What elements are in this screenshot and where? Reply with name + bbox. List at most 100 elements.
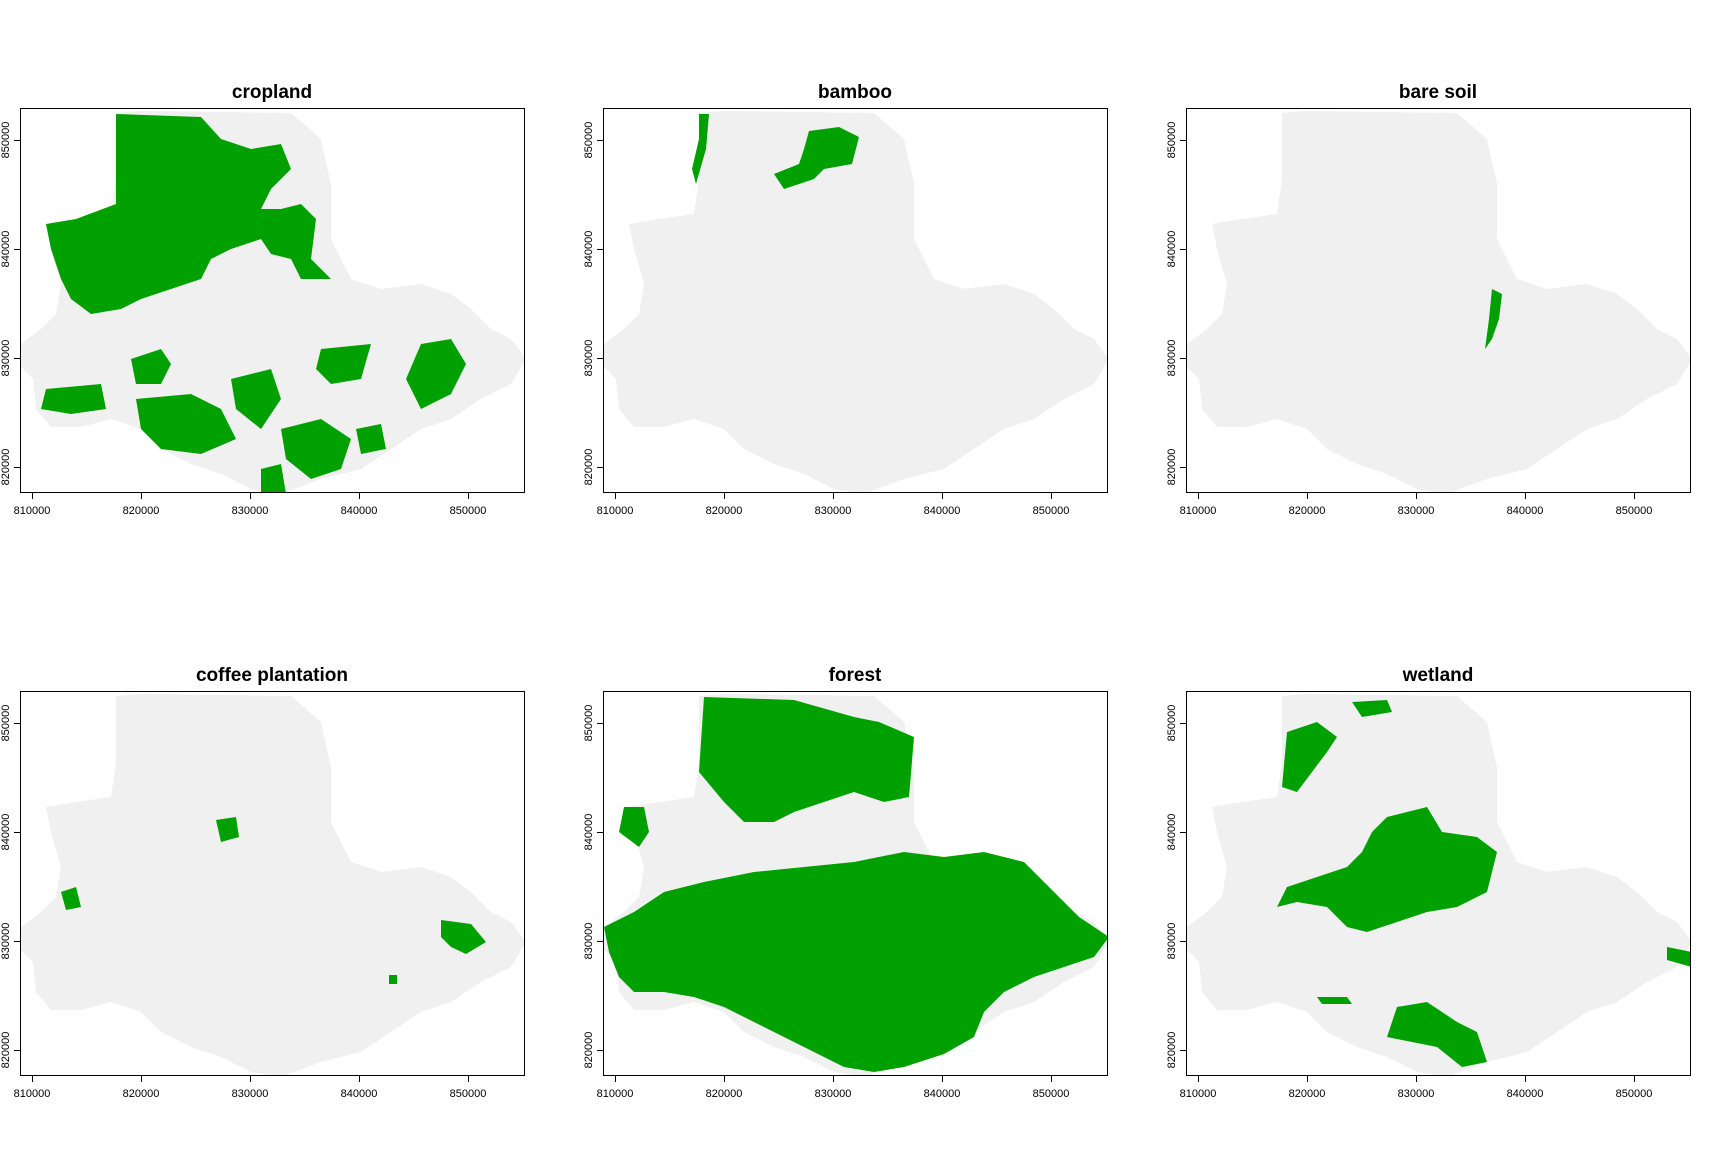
x-tick-label: 850000 [449, 1088, 487, 1100]
panel-title: cropland [231, 82, 313, 103]
x-tick-label: 810000 [596, 1088, 634, 1100]
y-tick-label: 830000 [0, 339, 12, 377]
y-tick-mark [1180, 249, 1186, 250]
y-tick-mark [1180, 1050, 1186, 1051]
x-tick-label: 830000 [814, 1088, 852, 1100]
y-tick-mark [597, 140, 603, 141]
y-tick-label: 840000 [583, 230, 595, 268]
x-tick-mark [32, 1076, 33, 1082]
x-tick-mark [833, 493, 834, 499]
x-tick-mark [1198, 493, 1199, 499]
x-tick-mark [1416, 1076, 1417, 1082]
land-cover-area [136, 394, 236, 454]
y-tick-label: 840000 [1166, 230, 1178, 268]
x-tick-mark [1051, 493, 1052, 499]
land-cover-area [441, 920, 486, 954]
y-tick-label: 850000 [0, 704, 12, 742]
y-tick-label: 820000 [1166, 1031, 1178, 1069]
land-cover-area [316, 344, 371, 384]
x-tick-label: 840000 [1506, 505, 1544, 517]
x-tick-label: 820000 [705, 1088, 743, 1100]
x-tick-label: 820000 [122, 505, 160, 517]
y-tick-mark [14, 832, 20, 833]
y-tick-label: 820000 [583, 1031, 595, 1069]
y-tick-mark [1180, 832, 1186, 833]
y-tick-label: 850000 [1166, 121, 1178, 159]
y-tick-label: 850000 [583, 121, 595, 159]
y-tick-mark [1180, 941, 1186, 942]
x-tick-label: 830000 [1397, 505, 1435, 517]
y-tick-mark [14, 941, 20, 942]
land-cover-area [61, 887, 81, 910]
x-tick-mark [250, 1076, 251, 1082]
map-frame [603, 108, 1108, 493]
y-tick-label: 840000 [0, 813, 12, 851]
x-tick-mark [1525, 493, 1526, 499]
x-tick-label: 840000 [923, 1088, 961, 1100]
x-tick-mark [141, 1076, 142, 1082]
map-canvas [21, 111, 524, 492]
land-cover-area [216, 817, 239, 842]
x-tick-mark [468, 493, 469, 499]
x-tick-mark [1634, 1076, 1635, 1082]
map-frame [1186, 691, 1691, 1076]
land-cover-area [406, 339, 466, 409]
x-tick-mark [359, 493, 360, 499]
x-tick-label: 830000 [231, 505, 269, 517]
study-area-region [1187, 111, 1690, 492]
x-tick-mark [141, 493, 142, 499]
land-cover-area [356, 424, 386, 454]
land-cover-area [1317, 997, 1352, 1004]
x-tick-mark [724, 493, 725, 499]
x-tick-mark [1307, 1076, 1308, 1082]
x-tick-mark [724, 1076, 725, 1082]
land-cover-area [1352, 700, 1392, 717]
y-tick-mark [1180, 723, 1186, 724]
y-tick-label: 820000 [0, 448, 12, 486]
panel-title: coffee plantation [195, 665, 348, 686]
map-canvas [1187, 111, 1690, 492]
x-tick-label: 850000 [1615, 505, 1653, 517]
land-cover-area [1387, 1002, 1487, 1067]
x-tick-mark [615, 1076, 616, 1082]
x-tick-label: 830000 [231, 1088, 269, 1100]
x-tick-label: 830000 [1397, 1088, 1435, 1100]
panel-title: wetland [1402, 665, 1474, 686]
y-tick-mark [1180, 467, 1186, 468]
panel-title: forest [828, 665, 882, 686]
land-cover-area [1282, 722, 1337, 792]
x-tick-label: 820000 [1288, 505, 1326, 517]
x-tick-mark [32, 493, 33, 499]
x-tick-label: 810000 [13, 1088, 51, 1100]
land-cover-area [699, 697, 914, 822]
x-tick-label: 820000 [1288, 1088, 1326, 1100]
x-tick-label: 850000 [1615, 1088, 1653, 1100]
y-tick-label: 820000 [0, 1031, 12, 1069]
map-canvas [604, 694, 1107, 1075]
x-tick-label: 840000 [1506, 1088, 1544, 1100]
land-cover-area [231, 369, 281, 429]
y-tick-label: 830000 [0, 922, 12, 960]
y-tick-label: 840000 [583, 813, 595, 851]
x-tick-label: 850000 [1032, 1088, 1070, 1100]
y-tick-mark [14, 467, 20, 468]
y-tick-label: 830000 [583, 339, 595, 377]
land-cover-area [692, 114, 709, 184]
y-tick-label: 850000 [583, 704, 595, 742]
x-tick-label: 810000 [1179, 505, 1217, 517]
x-tick-label: 840000 [340, 1088, 378, 1100]
y-tick-label: 830000 [1166, 339, 1178, 377]
x-tick-label: 810000 [13, 505, 51, 517]
study-area-region [604, 111, 1107, 492]
y-tick-label: 840000 [0, 230, 12, 268]
land-cover-area [131, 349, 171, 384]
y-tick-label: 830000 [583, 922, 595, 960]
land-cover-area [619, 807, 649, 847]
y-tick-mark [14, 1050, 20, 1051]
y-tick-mark [597, 467, 603, 468]
x-tick-label: 850000 [1032, 505, 1070, 517]
x-tick-label: 810000 [596, 505, 634, 517]
y-tick-mark [14, 249, 20, 250]
y-tick-mark [14, 723, 20, 724]
x-tick-label: 840000 [923, 505, 961, 517]
